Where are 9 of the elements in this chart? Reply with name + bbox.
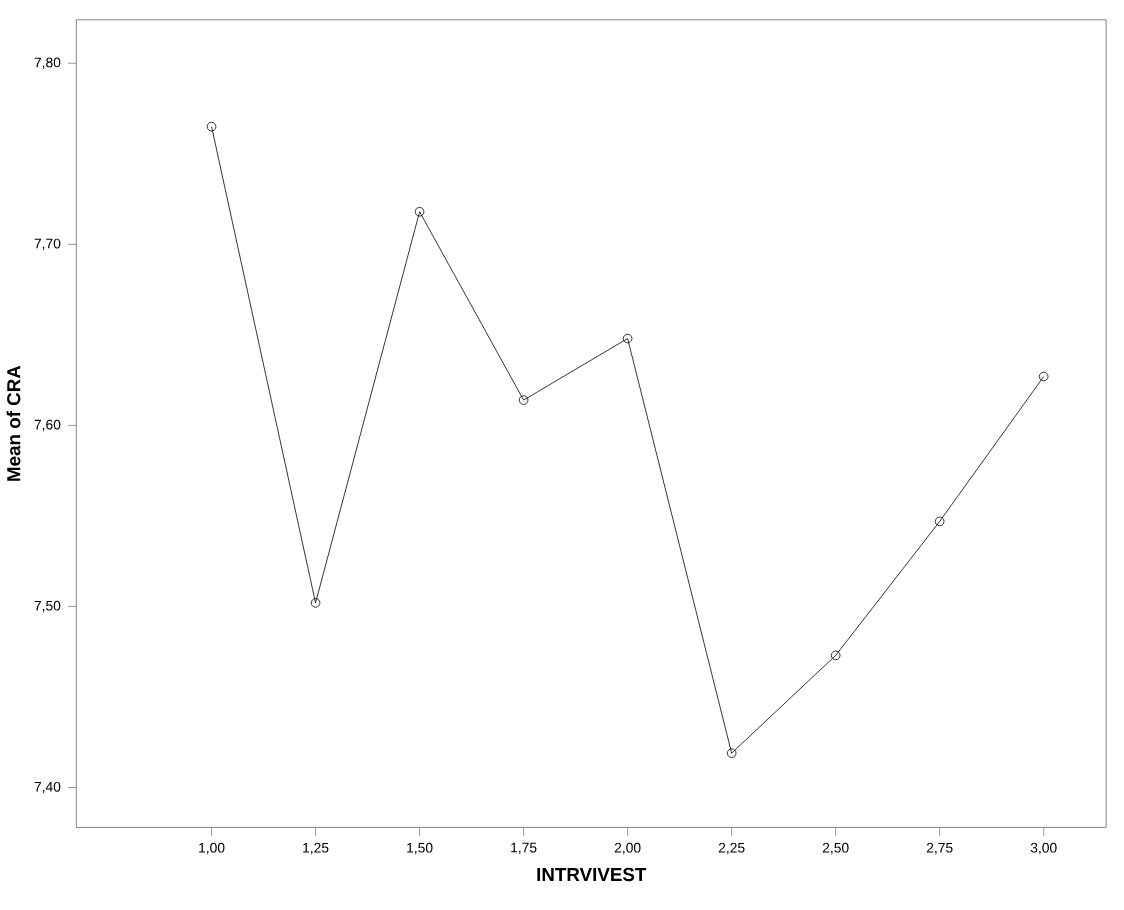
point (414, 206, 425, 217)
point (622, 333, 633, 343)
point (934, 516, 945, 526)
point (830, 650, 841, 660)
y-axis-title: Mean of CRA (6, 365, 21, 481)
point (726, 748, 737, 758)
x-axis-title: INTRVIVEST (537, 867, 647, 881)
point (310, 597, 321, 608)
point (518, 394, 529, 405)
